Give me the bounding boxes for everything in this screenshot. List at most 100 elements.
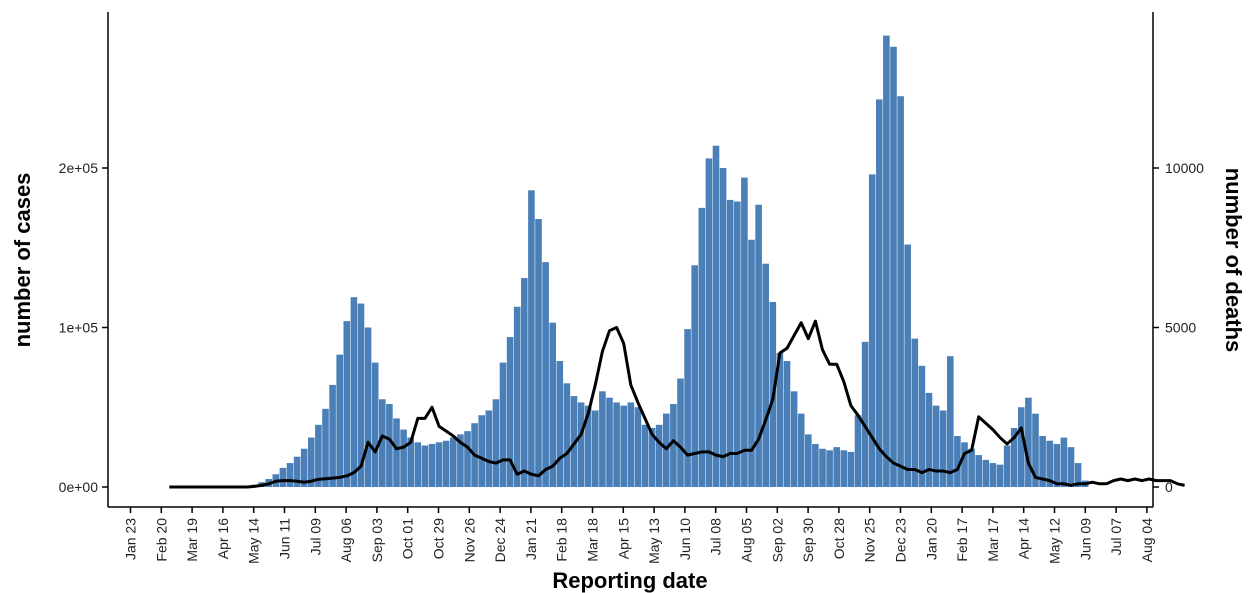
- case-bar: [805, 434, 812, 488]
- x-tick-label: Aug 06: [338, 518, 354, 563]
- case-bar: [620, 405, 627, 487]
- case-bar: [315, 424, 322, 488]
- axes: 0e+00 1e+05 2e+05 0 5000 10000 Jan 23 Feb 20 Mar…: [59, 12, 1204, 564]
- x-tick-label: May 14: [246, 518, 262, 564]
- x-tick-label: Aug 05: [739, 518, 755, 563]
- y-right-tick-label: 0: [1165, 479, 1173, 495]
- case-bar: [698, 207, 706, 488]
- x-tick-label: Jan 23: [123, 518, 139, 560]
- x-tick-label: Apr 16: [215, 518, 231, 559]
- case-bar: [442, 440, 450, 488]
- case-bar: [876, 99, 883, 487]
- case-bar: [414, 442, 422, 487]
- case-bar: [1053, 443, 1061, 488]
- x-tick-label: Sep 02: [769, 518, 785, 563]
- case-bar: [450, 437, 457, 488]
- case-bar: [868, 174, 876, 487]
- y-axis-right-title: number of deaths: [1221, 168, 1246, 353]
- y-left-tick-label: 2e+05: [59, 160, 99, 176]
- case-bar: [549, 322, 556, 487]
- y-right-tick-label: 5000: [1165, 320, 1196, 336]
- case-bar: [861, 341, 869, 488]
- case-bar: [989, 463, 997, 487]
- case-bar: [634, 407, 642, 487]
- case-bar: [918, 365, 926, 487]
- case-bar: [1018, 407, 1025, 487]
- x-tick-label: Jul 08: [708, 518, 724, 556]
- case-bar: [947, 356, 954, 487]
- case-bar: [293, 456, 301, 487]
- case-bar: [1074, 463, 1082, 487]
- x-tick-label: Apr 15: [615, 518, 631, 559]
- case-bar: [1039, 435, 1046, 487]
- x-tick-label: Jul 09: [307, 518, 323, 556]
- case-bar: [648, 427, 656, 488]
- case-bar: [819, 448, 826, 487]
- case-bar: [790, 391, 798, 487]
- case-bar: [833, 447, 840, 488]
- case-bar: [400, 429, 407, 487]
- x-tick-label: Apr 14: [1016, 518, 1032, 559]
- case-bar: [606, 397, 613, 487]
- case-bar: [954, 435, 961, 487]
- x-tick-label: Feb 20: [153, 518, 169, 562]
- case-bar: [854, 415, 862, 488]
- case-bar: [1046, 440, 1053, 488]
- x-tick-label: Nov 25: [862, 518, 878, 563]
- case-bar: [592, 410, 599, 487]
- case-bar: [982, 459, 990, 487]
- case-bar: [577, 402, 585, 487]
- x-tick-label: Mar 19: [184, 518, 200, 562]
- case-bar: [1060, 437, 1068, 488]
- case-bar: [812, 443, 819, 488]
- case-bar: [691, 265, 698, 487]
- case-bar: [1032, 413, 1039, 487]
- case-bar: [840, 450, 848, 487]
- case-bar: [329, 384, 336, 487]
- case-bar: [904, 244, 911, 487]
- case-bar: [350, 297, 358, 487]
- case-bar: [279, 467, 287, 487]
- x-axis-title: Reporting date: [552, 568, 707, 593]
- case-bar: [776, 353, 784, 487]
- x-tick-label: Jun 09: [1077, 518, 1093, 560]
- x-tick-label: May 12: [1047, 518, 1063, 564]
- case-bar: [563, 383, 571, 487]
- case-bar: [542, 262, 549, 488]
- x-tick-label: Oct 29: [431, 518, 447, 559]
- case-bar: [826, 450, 833, 487]
- y-axis-left-title: number of cases: [10, 173, 35, 348]
- case-bar: [655, 424, 663, 488]
- case-bar: [890, 46, 897, 487]
- case-bar: [741, 177, 748, 487]
- case-bar: [322, 408, 329, 488]
- x-tick-label: Feb 17: [954, 518, 970, 562]
- case-bar: [386, 404, 393, 487]
- x-tick-label: Jun 10: [677, 518, 693, 560]
- case-bar: [762, 263, 769, 487]
- case-bar: [968, 448, 975, 487]
- case-bar: [521, 278, 528, 487]
- case-bar: [1067, 447, 1075, 488]
- case-bar: [883, 35, 890, 488]
- x-tick-label: Mar 17: [985, 518, 1001, 562]
- case-bar: [670, 404, 677, 487]
- x-tick-label: Oct 28: [831, 518, 847, 559]
- case-bar: [726, 199, 734, 487]
- x-tick-label: Feb 18: [554, 518, 570, 562]
- case-bar: [478, 415, 485, 488]
- case-bar: [748, 239, 755, 487]
- x-tick-label: Dec 24: [492, 518, 508, 563]
- x-tick-label: Aug 04: [1139, 518, 1155, 563]
- case-bar: [336, 354, 343, 488]
- case-bar: [961, 442, 968, 487]
- x-tick-label: Sep 03: [369, 518, 385, 563]
- x-tick-label: Jul 07: [1108, 518, 1124, 556]
- y-left-tick-label: 0e+00: [59, 479, 99, 495]
- case-bar: [719, 168, 727, 487]
- case-bar: [457, 434, 464, 488]
- case-bar: [996, 464, 1004, 487]
- case-bar: [663, 413, 670, 487]
- case-bar: [677, 378, 684, 487]
